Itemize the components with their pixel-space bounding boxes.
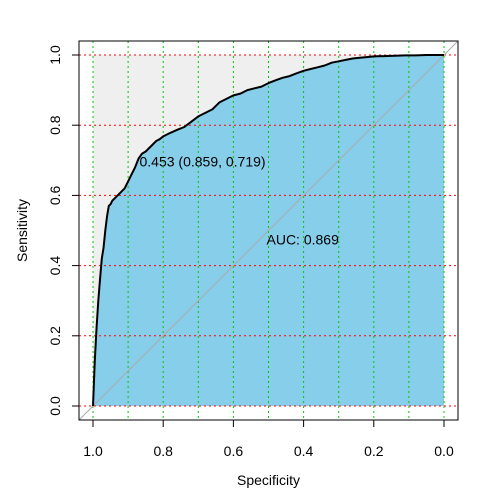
chance-diagonal [78, 40, 459, 421]
x-tick-label: 0.8 [153, 443, 173, 459]
auc-label: AUC: 0.869 [267, 231, 340, 247]
y-tick-label: 0.4 [47, 256, 63, 276]
x-tick-label: 0.2 [364, 443, 384, 459]
x-tick-label: 1.0 [83, 443, 103, 459]
y-axis: 0.0 0.2 0.4 0.6 0.8 1.0 [47, 45, 80, 416]
y-tick-label: 0.8 [47, 115, 63, 135]
x-tick-label: 0.0 [434, 443, 454, 459]
x-tick-label: 0.4 [294, 443, 314, 459]
y-tick-label: 0.6 [47, 185, 63, 205]
roc-curve [92, 54, 444, 407]
threshold-label: 0.453 (0.859, 0.719) [139, 154, 265, 170]
x-tick-label: 0.6 [224, 443, 244, 459]
x-axis-title: Specificity [237, 472, 300, 488]
x-axis: 1.0 0.8 0.6 0.4 0.2 0.0 [83, 419, 454, 459]
y-tick-label: 1.0 [47, 45, 63, 65]
y-tick-label: 0.0 [47, 396, 63, 416]
y-tick-label: 0.2 [47, 326, 63, 346]
y-axis-title: Sensitivity [14, 199, 30, 262]
